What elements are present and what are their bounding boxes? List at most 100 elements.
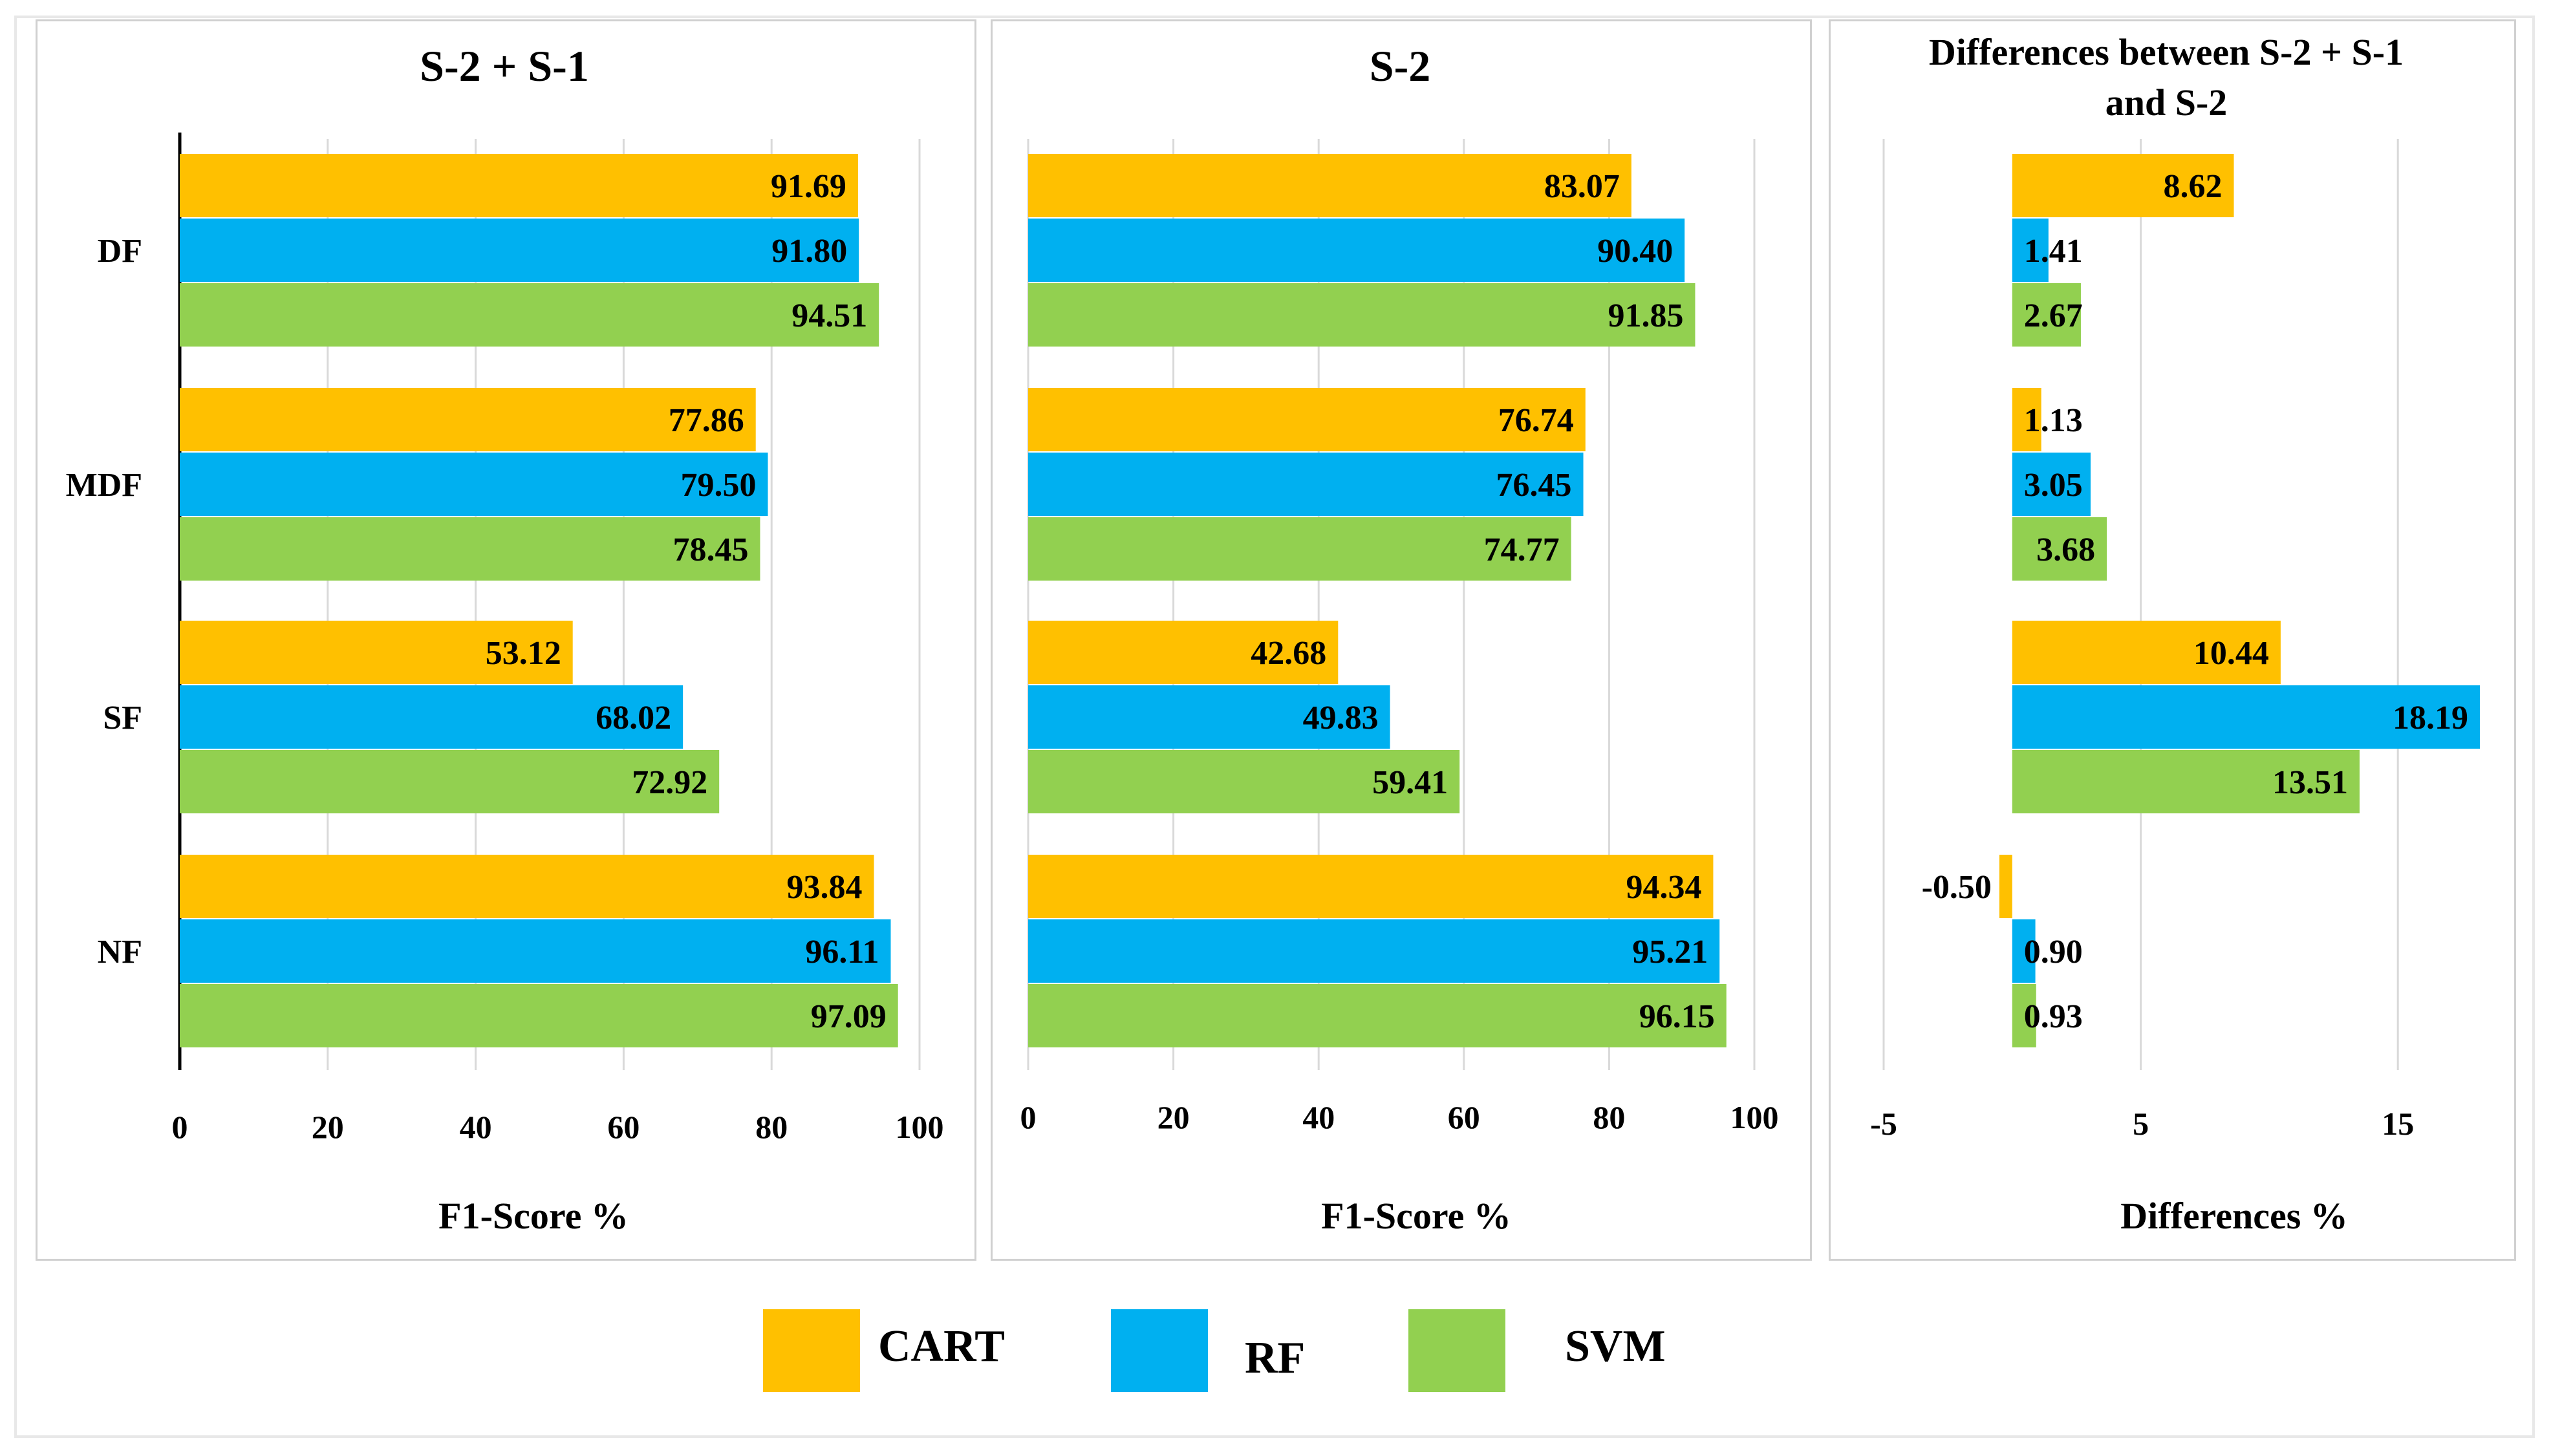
x-axis-label: Differences % [2120,1195,2348,1237]
data-label: 79.50 [680,467,756,504]
legend-swatch-svm [1408,1309,1505,1392]
bar-svm [180,984,898,1047]
data-label: 49.83 [1303,700,1379,736]
chart-title-line: and S-2 [2105,81,2228,123]
chart-title: S-2 [1370,41,1430,91]
data-label: 18.19 [2393,700,2468,736]
x-tick-label: 5 [2133,1106,2149,1142]
bar-svm [180,750,720,813]
bar-svm [2012,283,2081,347]
data-label: 96.11 [805,934,879,970]
figure-frame [14,16,2535,1438]
bar-svm [1028,517,1571,581]
bar-cart [180,621,573,684]
data-label: 0.90 [2024,934,2083,970]
bar-rf [1028,919,1720,983]
legend-label-svm: SVM [1565,1322,1666,1371]
data-label: 78.45 [673,531,748,568]
x-tick-label: -5 [1870,1106,1897,1142]
x-tick-label: 20 [1157,1099,1190,1135]
bar-svm [2012,517,2107,581]
data-label: 42.68 [1251,635,1326,672]
x-tick-label: 60 [607,1109,640,1145]
bar-cart [180,388,756,451]
data-label: 0.93 [2024,998,2083,1035]
data-label: 53.12 [486,635,561,672]
bar-cart [1028,154,1631,217]
x-tick-label: 80 [755,1109,788,1145]
bar-svm [1028,750,1460,813]
bar-cart [2012,388,2041,451]
data-label: 90.40 [1597,233,1673,270]
panel-diff-frame [1829,19,2516,1261]
data-label: 93.84 [787,869,863,906]
data-label: 72.92 [632,764,707,801]
x-axis-label: F1-Score % [1321,1195,1511,1237]
bar-rf [180,219,859,282]
panel-s2-frame [991,19,1812,1261]
data-label: 13.51 [2272,764,2348,801]
data-label: 3.68 [2036,531,2095,568]
data-label: 77.86 [669,402,744,439]
category-label: MDF [66,467,142,504]
bar-svm [1028,283,1695,347]
bar-cart [180,855,874,918]
data-label: 3.05 [2024,467,2083,504]
x-tick-label: 40 [460,1109,492,1145]
data-label: 10.44 [2193,635,2269,672]
x-tick-label: 60 [1448,1099,1480,1135]
data-label: -0.50 [1922,869,1992,906]
panel-s2-s1-frame [36,19,976,1261]
bar-cart [2012,154,2234,217]
bar-rf [2012,453,2091,516]
data-label: 91.69 [771,168,846,205]
data-label: 76.74 [1498,402,1574,439]
data-label: 91.80 [771,233,847,270]
x-tick-label: 40 [1302,1099,1335,1135]
data-label: 95.21 [1632,934,1708,970]
bar-rf [2012,685,2481,749]
legend-swatch-rf [1111,1309,1208,1392]
bar-svm [2012,750,2360,813]
bar-svm [2012,984,2036,1047]
bar-rf [2012,219,2049,282]
category-label: SF [103,700,142,736]
x-tick-label: 20 [312,1109,344,1145]
bar-svm [1028,984,1727,1047]
x-tick-label: 0 [1020,1099,1037,1135]
bar-rf [180,919,891,983]
data-label: 1.13 [2024,402,2083,439]
data-label: 59.41 [1372,764,1448,801]
data-label: 76.45 [1496,467,1572,504]
data-label: 94.34 [1626,869,1701,906]
data-label: 8.62 [2164,168,2223,205]
bar-svm [180,283,879,347]
x-tick-label: 0 [172,1109,188,1145]
x-tick-label: 100 [896,1109,944,1145]
data-label: 83.07 [1544,168,1620,205]
bar-cart [1028,621,1339,684]
bar-cart [2012,621,2281,684]
chart-title-line: Differences between S-2 + S-1 [1929,31,2404,73]
data-label: 1.41 [2024,233,2083,270]
category-label: DF [98,233,142,270]
data-label: 94.51 [791,297,867,334]
data-label: 74.77 [1484,531,1560,568]
x-tick-label: 80 [1593,1099,1625,1135]
legend-label-cart: CART [878,1322,1005,1371]
data-label: 68.02 [596,700,671,736]
chart-title: S-2 + S-1 [420,41,589,91]
bar-cart [180,154,858,217]
bar-rf [180,685,683,749]
bar-svm [180,517,760,581]
x-axis-label: F1-Score % [438,1195,629,1237]
data-label: 97.09 [811,998,887,1035]
category-label: NF [98,934,142,970]
bar-cart [1028,855,1714,918]
legend-label-rf: RF [1245,1333,1305,1383]
x-tick-label: 100 [1730,1099,1779,1135]
data-label: 91.85 [1608,297,1683,334]
bar-cart [1028,388,1586,451]
bar-rf [1028,685,1390,749]
